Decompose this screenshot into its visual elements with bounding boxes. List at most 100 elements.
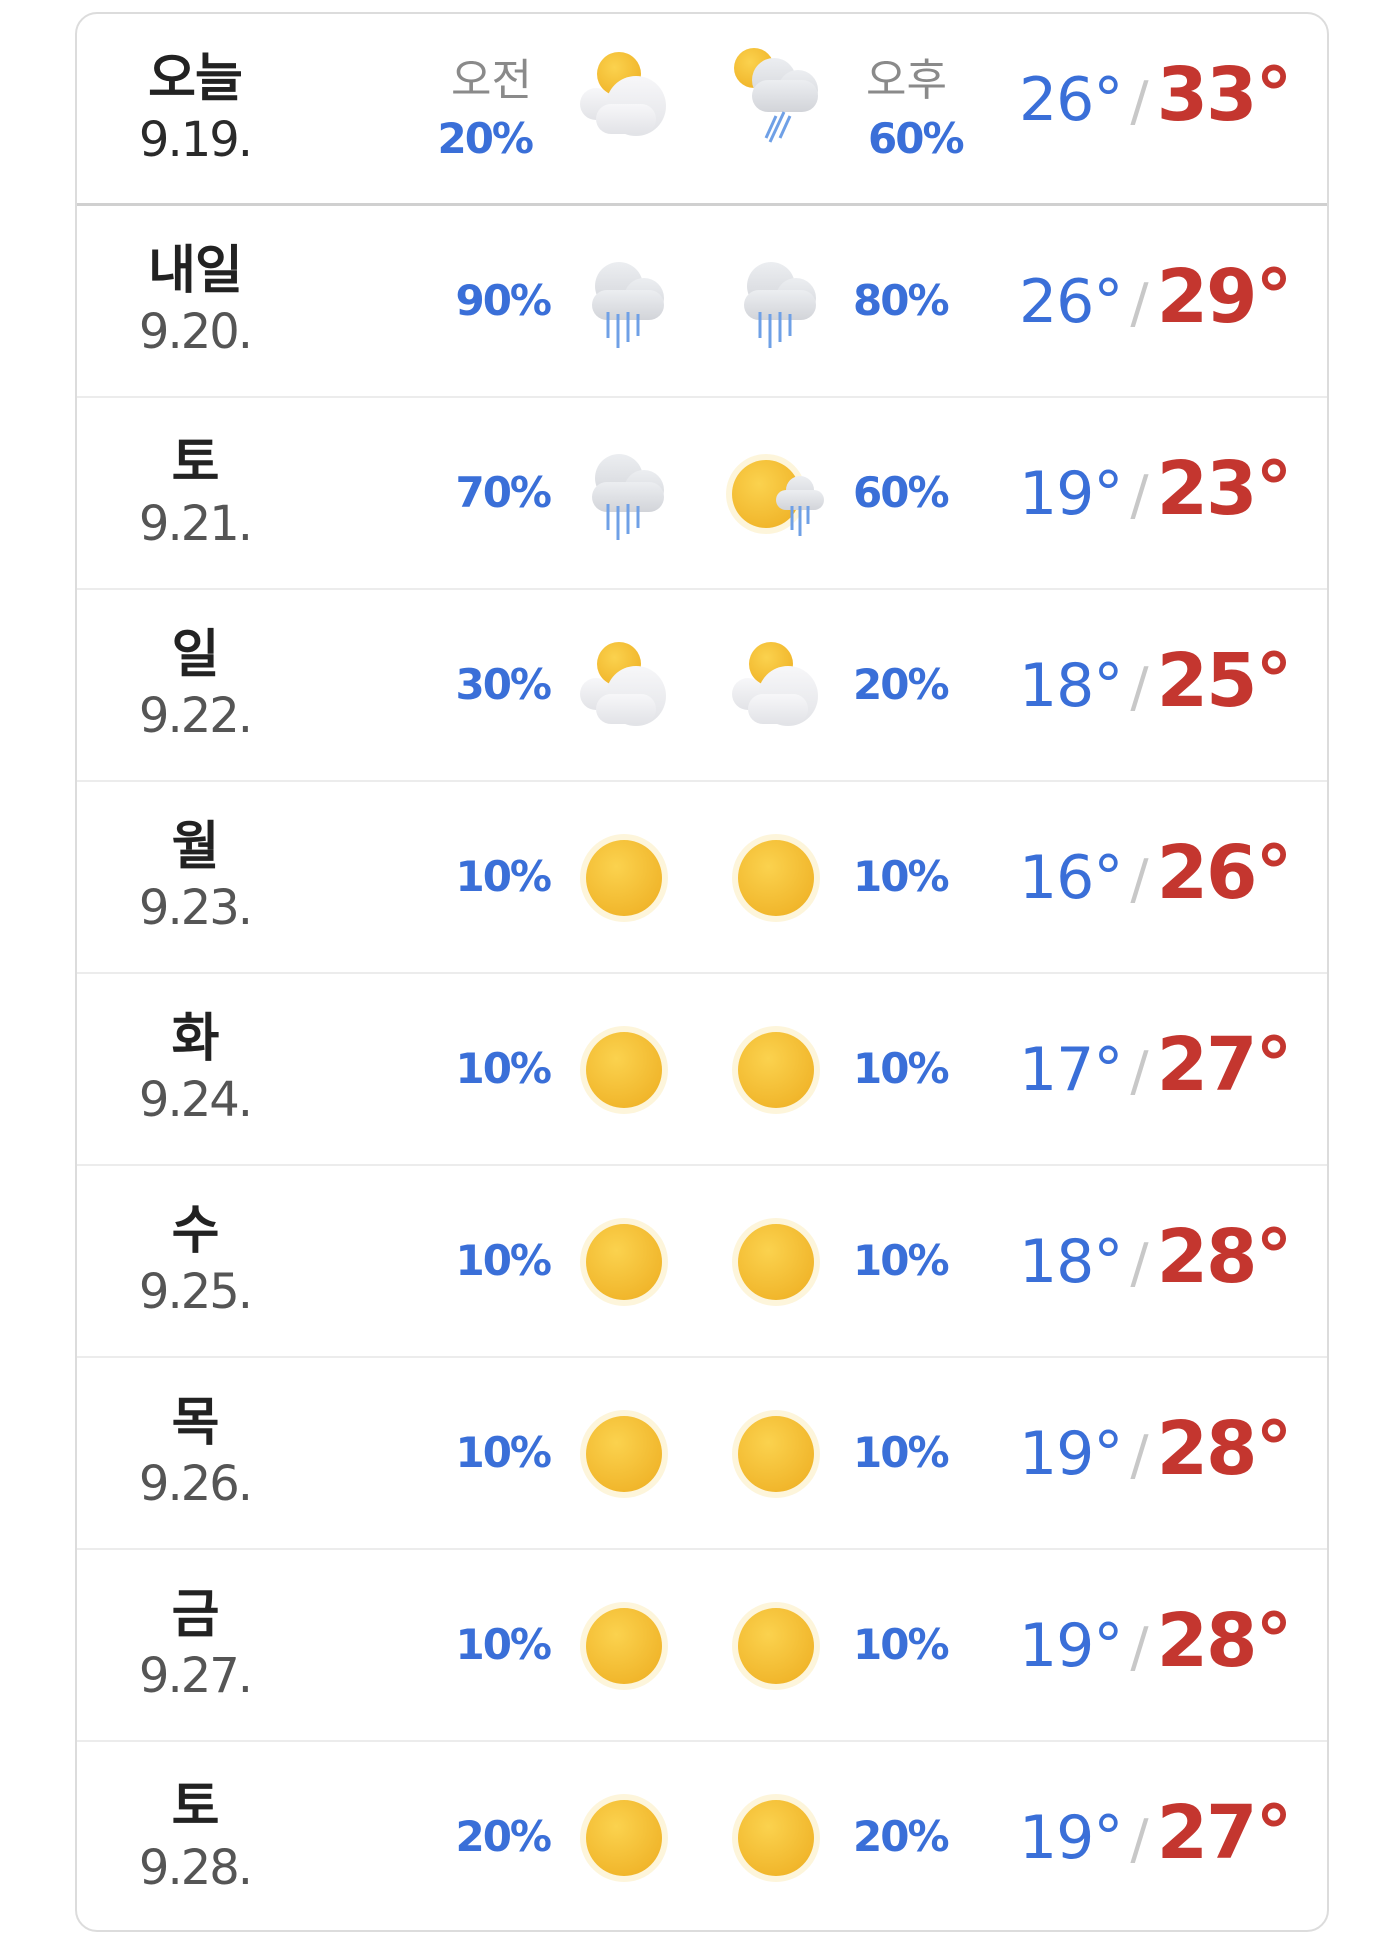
am-precip-chance: 10%	[455, 1428, 552, 1477]
partly-cloudy-icon	[580, 52, 666, 136]
am-precip-chance: 10%	[455, 1044, 552, 1093]
low-temp: 26°	[1019, 65, 1123, 135]
high-temp: 29°	[1156, 254, 1293, 340]
sunny-icon	[732, 1410, 820, 1498]
high-temp: 28°	[1156, 1598, 1293, 1684]
day-date: 9.26.	[138, 1456, 253, 1512]
day-date: 9.21.	[138, 496, 253, 552]
high-temp: 28°	[1156, 1214, 1293, 1300]
pm-precip-chance: 20%	[853, 660, 950, 709]
partly-cloudy-icon	[580, 642, 666, 726]
temp-separator: /	[1130, 464, 1149, 527]
sunny-icon	[580, 1410, 668, 1498]
forecast-row[interactable]: 내일 9.20. 90% 80% 26°/29°	[77, 206, 1327, 398]
day-name: 금	[171, 1585, 220, 1645]
am-precip-chance: 10%	[455, 852, 552, 901]
forecast-row[interactable]: 일 9.22. 30% 20% 18°/25°	[77, 590, 1327, 782]
low-temp: 16°	[1019, 843, 1123, 913]
am-precip-chance: 20%	[437, 114, 534, 163]
pm-precip-chance: 20%	[853, 1812, 950, 1861]
sunny-icon	[580, 834, 668, 922]
low-temp: 18°	[1019, 651, 1123, 721]
high-temp: 28°	[1156, 1406, 1293, 1492]
rain-icon	[592, 262, 664, 348]
pm-label: 오후	[866, 55, 947, 106]
forecast-row[interactable]: 금 9.27. 10% 10% 19°/28°	[77, 1550, 1327, 1742]
day-date: 9.28.	[138, 1840, 253, 1896]
sunny-icon	[732, 1218, 820, 1306]
temperature-range: 26°/29°	[1019, 254, 1293, 340]
forecast-row[interactable]: 오늘 9.19. 오전 오후 20% 60% 26°/33°	[77, 14, 1327, 206]
pm-precip-chance: 60%	[853, 468, 950, 517]
rain-icon	[592, 454, 664, 540]
temp-separator: /	[1130, 1808, 1149, 1871]
low-temp: 19°	[1019, 459, 1123, 529]
sunny-icon	[580, 1602, 668, 1690]
high-temp: 27°	[1156, 1790, 1293, 1876]
forecast-row[interactable]: 토 9.21. 70% 60% 19°/23°	[77, 398, 1327, 590]
temperature-range: 16°/26°	[1019, 830, 1293, 916]
am-precip-chance: 10%	[455, 1236, 552, 1285]
partly-cloudy-icon	[732, 642, 818, 726]
temperature-range: 19°/28°	[1019, 1406, 1293, 1492]
temperature-range: 19°/27°	[1019, 1790, 1293, 1876]
temp-separator: /	[1130, 656, 1149, 719]
high-temp: 33°	[1156, 52, 1293, 138]
pm-precip-chance: 10%	[853, 1236, 950, 1285]
day-date: 9.23.	[138, 880, 253, 936]
temperature-range: 18°/28°	[1019, 1214, 1293, 1300]
am-precip-chance: 10%	[455, 1620, 552, 1669]
temp-separator: /	[1130, 70, 1149, 133]
am-label: 오전	[451, 55, 532, 106]
sunny-icon	[580, 1026, 668, 1114]
forecast-row[interactable]: 월 9.23. 10% 10% 16°/26°	[77, 782, 1327, 974]
pm-precip-chance: 80%	[853, 276, 950, 325]
cloud-sun-rain-icon	[734, 48, 818, 143]
sunny-icon	[580, 1218, 668, 1306]
am-precip-chance: 90%	[455, 276, 552, 325]
day-date: 9.22.	[138, 688, 253, 744]
day-name: 토	[171, 433, 220, 493]
forecast-row[interactable]: 토 9.28. 20% 20% 19°/27°	[77, 1742, 1327, 1930]
am-precip-chance: 70%	[455, 468, 552, 517]
am-precip-chance: 30%	[455, 660, 552, 709]
pm-precip-chance: 60%	[868, 114, 965, 163]
temp-separator: /	[1130, 272, 1149, 335]
temp-separator: /	[1130, 1424, 1149, 1487]
sunny-icon	[580, 1794, 668, 1882]
high-temp: 27°	[1156, 1022, 1293, 1108]
weekly-forecast-card: 오늘 9.19. 오전 오후 20% 60% 26°/33° 내일 9.20. …	[75, 12, 1329, 1932]
forecast-row[interactable]: 수 9.25. 10% 10% 18°/28°	[77, 1166, 1327, 1358]
low-temp: 19°	[1019, 1611, 1123, 1681]
temperature-range: 26°/33°	[1019, 52, 1293, 138]
day-date: 9.19.	[138, 112, 253, 168]
forecast-row[interactable]: 화 9.24. 10% 10% 17°/27°	[77, 974, 1327, 1166]
low-temp: 19°	[1019, 1803, 1123, 1873]
sun-shower-icon	[726, 454, 824, 536]
temp-separator: /	[1130, 1232, 1149, 1295]
low-temp: 19°	[1019, 1419, 1123, 1489]
low-temp: 17°	[1019, 1035, 1123, 1105]
low-temp: 18°	[1019, 1227, 1123, 1297]
sunny-icon	[732, 1026, 820, 1114]
day-date: 9.24.	[138, 1072, 253, 1128]
temperature-range: 17°/27°	[1019, 1022, 1293, 1108]
sunny-icon	[732, 1794, 820, 1882]
sunny-icon	[732, 834, 820, 922]
pm-precip-chance: 10%	[853, 1620, 950, 1669]
temp-separator: /	[1130, 1616, 1149, 1679]
forecast-row[interactable]: 목 9.26. 10% 10% 19°/28°	[77, 1358, 1327, 1550]
day-date: 9.25.	[138, 1264, 253, 1320]
high-temp: 25°	[1156, 638, 1293, 724]
day-name: 토	[171, 1777, 220, 1837]
pm-precip-chance: 10%	[853, 1428, 950, 1477]
temperature-range: 19°/23°	[1019, 446, 1293, 532]
temp-separator: /	[1130, 848, 1149, 911]
pm-precip-chance: 10%	[853, 1044, 950, 1093]
day-name: 월	[171, 817, 220, 877]
day-name: 목	[171, 1393, 220, 1453]
am-precip-chance: 20%	[455, 1812, 552, 1861]
high-temp: 26°	[1156, 830, 1293, 916]
temp-separator: /	[1130, 1040, 1149, 1103]
rain-icon	[744, 262, 816, 348]
